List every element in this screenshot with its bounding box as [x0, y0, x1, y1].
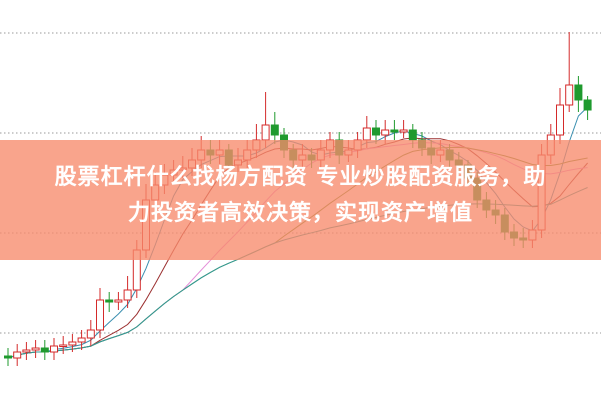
- candle-up: [362, 127, 371, 141]
- candle-up: [86, 329, 95, 339]
- candle-down: [40, 347, 49, 353]
- candle-down: [574, 84, 583, 101]
- article-title: 股票杠杆什么找杨方配资 专业炒股配资服务，助 力投资者高效决策，实现资产增值: [0, 160, 601, 232]
- candle-up: [96, 299, 104, 331]
- candle-up: [261, 124, 270, 141]
- candle-up: [114, 299, 123, 303]
- candle-up: [68, 341, 77, 346]
- candle-down: [105, 299, 114, 303]
- candle-down: [270, 124, 279, 136]
- candle-up: [77, 337, 86, 343]
- candle-up: [50, 345, 58, 353]
- candle-down: [408, 129, 417, 141]
- title-banner: [0, 140, 601, 260]
- title-line-1: 股票杠杆什么找杨方配资 专业炒股配资服务，助: [54, 165, 547, 190]
- title-line-2: 力投资者高效决策，实现资产增值: [127, 201, 473, 226]
- candle-down: [372, 127, 380, 136]
- candle-up: [399, 129, 408, 133]
- candle-down: [4, 355, 12, 359]
- candle-up: [123, 289, 132, 301]
- candle-up: [381, 129, 390, 136]
- candle-up: [59, 344, 68, 347]
- candle-down: [390, 129, 399, 133]
- candle-up: [31, 347, 40, 351]
- candle-up: [22, 349, 31, 353]
- candle-up: [565, 84, 574, 106]
- candle-up: [13, 351, 22, 359]
- candle-up: [556, 104, 564, 136]
- candle-down: [583, 99, 592, 111]
